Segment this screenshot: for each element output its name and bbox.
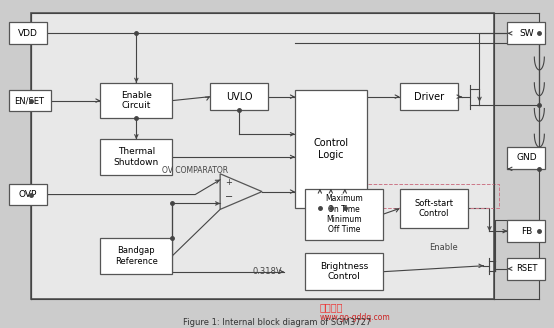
Text: EN/SET: EN/SET: [14, 96, 45, 105]
Text: 0.318V: 0.318V: [253, 267, 282, 276]
Text: OVP: OVP: [18, 190, 37, 199]
Bar: [305, 253, 383, 291]
Bar: [305, 189, 383, 240]
Bar: [9, 90, 50, 112]
Text: Soft-start
Control: Soft-start Control: [414, 199, 453, 218]
Bar: [399, 83, 458, 111]
Text: Control
Logic: Control Logic: [314, 138, 348, 160]
Text: Enable: Enable: [429, 243, 458, 253]
Bar: [507, 258, 545, 279]
Text: UVLO: UVLO: [226, 92, 252, 102]
Bar: [100, 83, 172, 118]
Bar: [507, 147, 545, 169]
Text: VDD: VDD: [18, 29, 38, 38]
Text: RSET: RSET: [516, 264, 537, 273]
Text: Maximum
On Time
Minimum
Off Time: Maximum On Time Minimum Off Time: [325, 194, 363, 235]
Text: Brightness
Control: Brightness Control: [320, 262, 368, 281]
Text: FB: FB: [521, 227, 532, 236]
Text: Thermal
Shutdown: Thermal Shutdown: [114, 147, 159, 167]
Bar: [9, 22, 47, 44]
Text: Figure 1: Internal block diagram of SGM3727: Figure 1: Internal block diagram of SGM3…: [183, 318, 371, 327]
Bar: [100, 238, 172, 274]
Text: OV COMPARATOR: OV COMPARATOR: [162, 166, 228, 175]
Bar: [100, 139, 172, 175]
Bar: [507, 220, 545, 242]
Text: SW: SW: [519, 29, 534, 38]
Bar: [30, 12, 495, 299]
Text: www.go-gddq.com: www.go-gddq.com: [320, 313, 391, 322]
Bar: [399, 189, 468, 228]
Bar: [9, 184, 47, 205]
Text: GND: GND: [516, 154, 537, 162]
Bar: [507, 22, 545, 44]
Text: +: +: [225, 178, 232, 187]
Bar: [295, 90, 367, 208]
Text: Bandgap
Reference: Bandgap Reference: [115, 246, 158, 266]
Text: 广电器網: 广电器網: [320, 302, 343, 312]
Bar: [210, 83, 268, 111]
Text: −: −: [225, 192, 233, 201]
Text: Driver: Driver: [413, 92, 444, 102]
Text: Enable
Circuit: Enable Circuit: [121, 91, 152, 110]
